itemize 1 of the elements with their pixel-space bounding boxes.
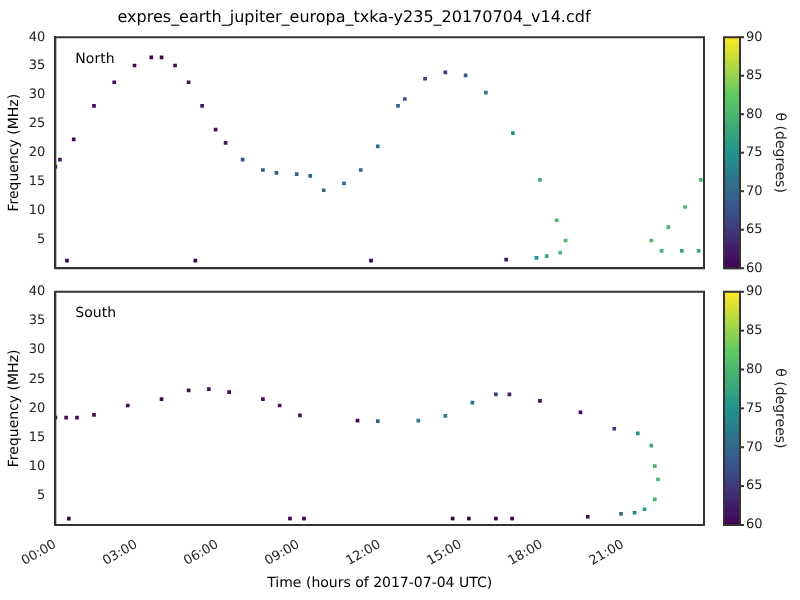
chart-title: expres_earth_jupiter_europa_txka-y235_20170704_v14.cdf [117, 7, 591, 26]
